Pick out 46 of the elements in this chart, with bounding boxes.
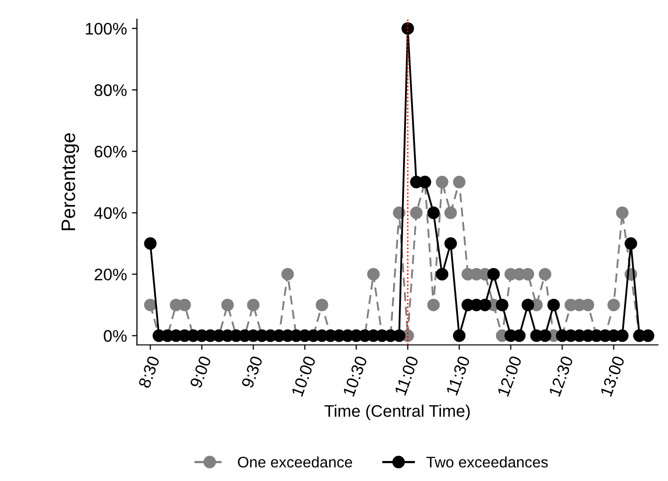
x-tick-label: 9:30	[241, 355, 263, 389]
point	[402, 22, 414, 35]
point	[316, 298, 328, 312]
point	[487, 268, 500, 280]
y-tick-label: 20%	[94, 268, 127, 280]
x-tick-label: 12:00	[497, 355, 522, 397]
point	[436, 176, 448, 188]
point	[538, 268, 552, 280]
point	[616, 329, 629, 342]
point	[607, 298, 620, 312]
point	[427, 206, 440, 220]
point	[452, 329, 466, 342]
point	[444, 237, 457, 250]
x-tick-label: 11:30	[446, 355, 470, 396]
point	[410, 206, 423, 220]
point	[522, 298, 534, 312]
point	[427, 298, 440, 312]
x-tick-label: 9:00	[190, 355, 212, 389]
x-tick-label: 12:30	[548, 355, 574, 397]
point	[444, 206, 457, 220]
point	[624, 237, 638, 250]
point	[221, 298, 234, 312]
legend-label: Two exceedances	[426, 456, 548, 468]
y-tick-label: 40%	[94, 207, 127, 219]
x-tick-label: 11:00	[394, 355, 419, 396]
x-tick-label: 13:00	[600, 355, 625, 397]
point	[616, 206, 629, 220]
x-tick-label: 10:00	[291, 355, 316, 397]
point	[281, 268, 294, 280]
point	[547, 298, 560, 312]
point	[367, 268, 380, 280]
y-tick-label: 60%	[94, 146, 127, 158]
point	[436, 268, 448, 280]
x-tick-label: 10:30	[342, 355, 368, 397]
legend-label: One exceedance	[238, 456, 352, 468]
point	[144, 298, 157, 312]
y-tick-label: 100%	[86, 22, 127, 35]
y-tick-label: 0%	[104, 330, 127, 342]
x-tick-label: 8:30	[138, 355, 160, 389]
y-tick-label: 80%	[94, 84, 127, 96]
x-axis-title: Time (Central Time)	[324, 404, 470, 420]
point	[496, 298, 508, 312]
y-axis-title: Percentage	[62, 133, 80, 230]
point	[144, 237, 157, 250]
point	[452, 176, 466, 188]
point	[247, 298, 260, 312]
